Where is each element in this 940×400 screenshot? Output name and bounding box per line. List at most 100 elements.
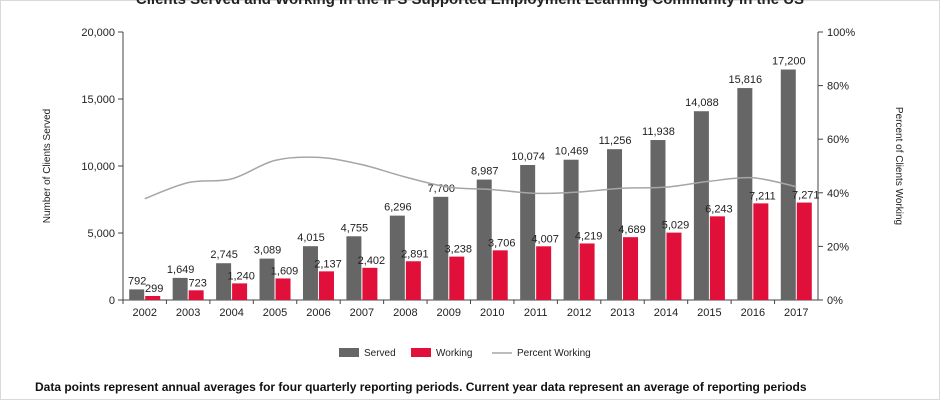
y-tick-label: 20,000 — [81, 27, 115, 39]
served-label: 8,987 — [471, 166, 499, 178]
served-bar — [476, 179, 492, 300]
x-tick-label: 2007 — [350, 307, 374, 319]
x-tick-label: 2010 — [480, 307, 504, 319]
x-tick-label: 2013 — [610, 307, 634, 319]
working-bar — [362, 267, 378, 300]
served-bar — [693, 111, 709, 301]
working-bar — [449, 256, 465, 300]
working-label: 1,240 — [227, 270, 255, 282]
y-tick-label: 15,000 — [81, 94, 115, 106]
working-bar — [492, 250, 508, 300]
x-tick-label: 2011 — [524, 307, 548, 319]
working-label: 299 — [145, 283, 163, 295]
working-label: 3,238 — [445, 244, 473, 256]
served-label: 17,200 — [772, 56, 806, 68]
working-bar — [232, 283, 248, 300]
served-bar — [389, 215, 405, 300]
served-bar — [737, 88, 753, 300]
y-axis-title: Number of Clients Served — [42, 109, 53, 224]
legend-label-working: Working — [436, 348, 473, 359]
working-label: 2,891 — [401, 248, 429, 260]
y2-tick-label: 20% — [827, 241, 849, 253]
served-label: 6,296 — [384, 202, 412, 214]
working-bar — [623, 237, 639, 300]
working-label: 4,219 — [575, 230, 603, 242]
y-tick-label: 5,000 — [87, 228, 115, 240]
served-bar — [346, 236, 362, 300]
y-tick-label: 10,000 — [81, 161, 115, 173]
served-bar — [563, 159, 579, 300]
served-label: 4,755 — [341, 222, 369, 234]
y-tick-label: 0 — [109, 295, 115, 307]
x-tick-label: 2002 — [132, 307, 156, 319]
x-tick-label: 2016 — [741, 307, 765, 319]
served-bar — [302, 246, 318, 300]
y2-axis-title: Percent of Clients Working — [893, 107, 904, 225]
served-bar — [607, 149, 623, 300]
working-label: 6,243 — [705, 203, 733, 215]
percent-line — [144, 156, 797, 200]
x-tick-label: 2012 — [567, 307, 591, 319]
legend-label-percent: Percent Working — [517, 348, 591, 359]
y2-tick-label: 60% — [827, 134, 849, 146]
served-bar — [216, 263, 232, 300]
bars — [129, 69, 812, 301]
working-bar — [796, 202, 812, 300]
served-bar — [650, 140, 666, 300]
served-label: 3,089 — [254, 245, 282, 257]
working-label: 1,609 — [271, 265, 299, 277]
y2-tick-label: 100% — [827, 27, 855, 39]
working-label: 7,211 — [749, 190, 776, 202]
x-tick-label: 2014 — [654, 307, 678, 319]
x-tick-label: 2009 — [437, 307, 461, 319]
working-bar — [753, 203, 769, 300]
served-label: 11,938 — [642, 126, 675, 138]
served-label: 10,074 — [511, 151, 545, 163]
served-bar — [259, 258, 275, 300]
y2-tick-label: 0% — [827, 295, 843, 307]
working-bar — [709, 216, 725, 300]
served-label: 792 — [128, 275, 146, 287]
legend-swatch-served — [339, 348, 359, 357]
served-label: 7,700 — [428, 183, 456, 195]
served-label: 1,649 — [167, 264, 195, 276]
working-bar — [275, 278, 291, 300]
served-label: 2,745 — [210, 249, 238, 261]
x-tick-label: 2015 — [697, 307, 721, 319]
served-label: 11,256 — [599, 135, 632, 147]
working-label: 5,029 — [662, 220, 690, 232]
working-bar — [405, 261, 421, 300]
legend-label-served: Served — [364, 348, 396, 359]
working-bar — [145, 295, 161, 300]
y2-tick-label: 80% — [827, 81, 849, 93]
working-bar — [536, 246, 552, 300]
working-bar — [188, 290, 204, 300]
x-tick-label: 2004 — [219, 307, 243, 319]
served-label: 10,469 — [555, 146, 589, 158]
served-label: 14,088 — [685, 97, 719, 109]
working-bar — [666, 232, 682, 300]
working-bar — [579, 243, 595, 300]
working-label: 7,271 — [792, 190, 820, 202]
y2-tick-label: 40% — [827, 188, 849, 200]
served-bar — [129, 289, 145, 300]
legend-swatch-working — [411, 348, 431, 357]
served-label: 15,816 — [729, 74, 763, 86]
footnote: Data points represent annual averages fo… — [35, 380, 807, 394]
served-bar — [520, 165, 536, 300]
x-tick-label: 2005 — [263, 307, 287, 319]
served-label: 4,015 — [297, 232, 325, 244]
x-tick-label: 2003 — [176, 307, 200, 319]
legend: Served Working Percent Working — [339, 348, 591, 359]
chart-title: Clients Served and Working in the IPS Su… — [0, 0, 940, 8]
percent-working-line — [144, 156, 797, 200]
x-tick-label: 2006 — [306, 307, 330, 319]
working-label: 723 — [188, 277, 206, 289]
working-label: 4,689 — [618, 224, 646, 236]
served-bar — [172, 277, 188, 300]
working-label: 2,137 — [314, 258, 342, 270]
x-tick-label: 2008 — [393, 307, 417, 319]
working-label: 4,007 — [531, 233, 559, 245]
